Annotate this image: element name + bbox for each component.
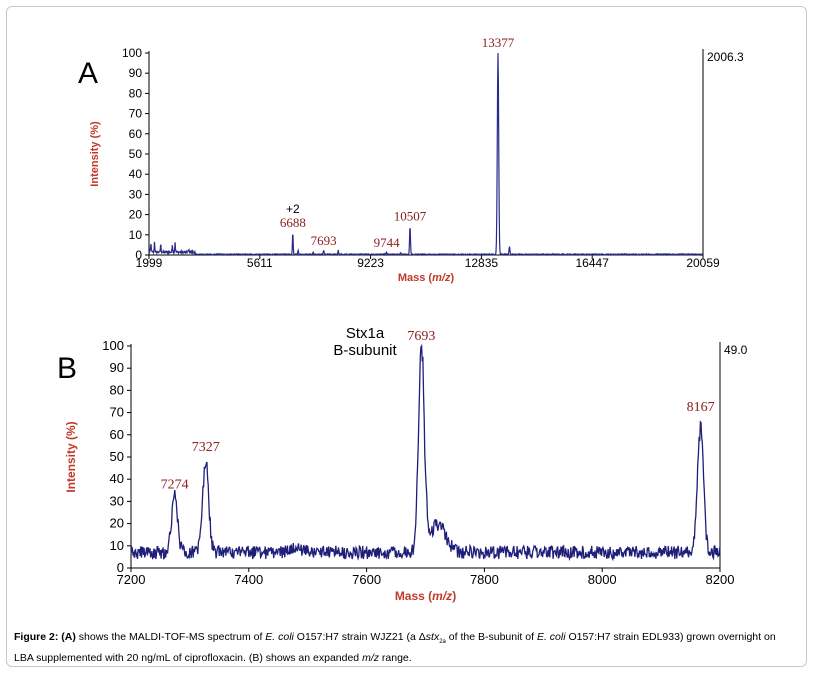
peak-label: 7693 [311, 233, 337, 248]
x-tick-label: 9223 [357, 256, 384, 270]
y-tick-label: 40 [129, 167, 143, 181]
x-axis-title: Mass (m/z) [398, 272, 455, 284]
y-tick-label: 0 [135, 248, 142, 262]
y-tick-label: 20 [110, 516, 124, 531]
peak-label: 7327 [192, 440, 220, 455]
spectrum-trace [130, 343, 721, 562]
x-tick-label: 7400 [234, 572, 263, 587]
caption-species-1: E. coli [265, 631, 294, 643]
x-tick-label: 16447 [576, 256, 610, 270]
y-tick-label: 80 [129, 86, 143, 100]
protein-annotation: Stx1a [346, 325, 385, 342]
protein-annotation: B-subunit [333, 342, 397, 359]
y-tick-label: 30 [129, 187, 143, 201]
y-tick-label: 70 [129, 107, 143, 121]
y-tick-label: 90 [129, 66, 143, 80]
intensity-scale-value: 49.0 [724, 343, 748, 357]
y-tick-label: 60 [129, 127, 143, 141]
x-axis-title: Mass (m/z) [395, 589, 456, 603]
y-tick-label: 10 [110, 538, 124, 553]
caption-text-5: range. [379, 652, 412, 665]
panel-a-letter: A [78, 57, 98, 90]
y-tick-label: 70 [110, 405, 124, 420]
caption-gene-subscript: 2a [439, 639, 446, 646]
x-tick-label: 7600 [352, 572, 381, 587]
x-tick-label: 5611 [247, 256, 273, 270]
intensity-scale-value: 2006.3 [707, 50, 744, 64]
y-tick-label: 40 [110, 471, 124, 486]
peak-label: 9744 [374, 235, 401, 250]
y-tick-label: 50 [129, 147, 143, 161]
y-tick-label: 100 [102, 338, 124, 353]
peak-label: 13377 [482, 35, 515, 50]
y-tick-label: 60 [110, 427, 124, 442]
y-tick-label: 10 [129, 228, 143, 242]
y-tick-label: 100 [122, 46, 142, 60]
peak-label: 7693 [407, 329, 435, 344]
peak-label: 6688 [280, 215, 306, 230]
peak-label: 8167 [687, 400, 715, 415]
caption-text-2: O157:H7 strain WJZ21 (a Δ [293, 631, 426, 643]
caption-text-1: shows the MALDI-TOF-MS spectrum of [75, 631, 266, 643]
caption-text-3: of the B-subunit of [445, 631, 537, 643]
y-tick-label: 0 [117, 560, 124, 575]
caption-panel-a-tag: (A) [61, 631, 76, 643]
caption-text-4: O157:H7 strain EDL933) grown overnight o… [14, 631, 776, 665]
y-tick-label: 30 [110, 493, 124, 508]
x-tick-label: 20059 [686, 256, 720, 270]
charge-state-label: +2 [286, 202, 300, 216]
caption-gene: stx [425, 631, 440, 643]
y-tick-label: 50 [110, 449, 124, 464]
panel-b-letter: B [57, 352, 77, 385]
x-tick-label: 8000 [588, 572, 617, 587]
panel-b-chart: 0 10 20 30 40 50 60 70 80 90 100 7200 7400 7600 7800 80… [64, 325, 748, 603]
figure-caption: Figure 2: (A) shows the MALDI-TOF-MS spe… [14, 629, 794, 666]
caption-figure-label: Figure 2: [14, 631, 59, 643]
x-tick-label: 7200 [117, 572, 146, 587]
x-tick-label: 7800 [470, 572, 499, 587]
caption-mz: m/z [362, 652, 379, 665]
y-axis-title: Intensity (%) [64, 421, 78, 492]
peak-label: 10507 [394, 209, 427, 224]
y-tick-label: 20 [129, 208, 143, 222]
x-tick-label: 8200 [706, 572, 735, 587]
caption-species-2: E. coli [536, 631, 566, 643]
x-tick-label: 1999 [136, 256, 163, 270]
peak-label: 7274 [161, 478, 189, 493]
x-tick-label: 12835 [465, 256, 499, 270]
y-tick-label: 80 [110, 382, 124, 397]
panel-a-chart: 0 10 20 30 40 50 60 70 80 90 100 1999 5611 9223 12835 1… [89, 35, 744, 284]
y-axis-title: Intensity (%) [89, 121, 101, 187]
y-tick-label: 90 [110, 360, 124, 375]
spectrum-trace [148, 52, 703, 257]
